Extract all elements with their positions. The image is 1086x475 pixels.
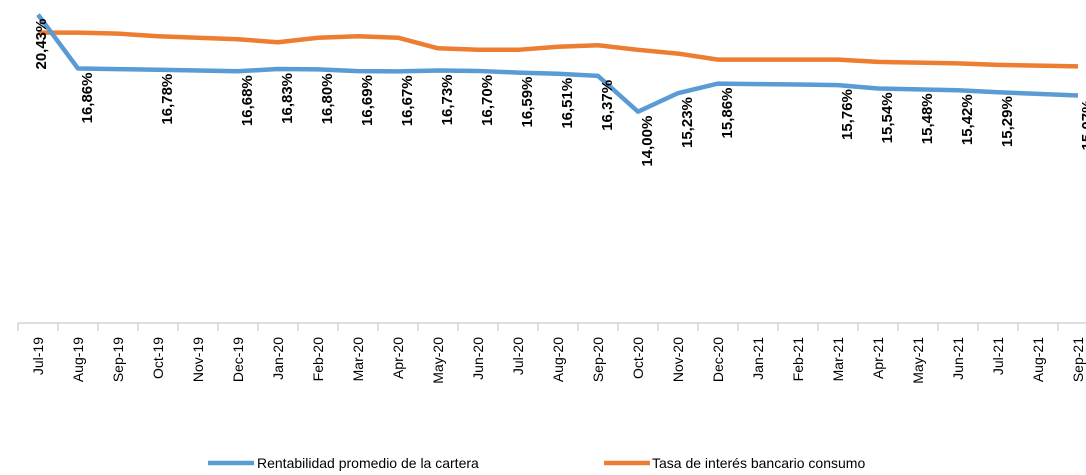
data-label: 15,07%	[1079, 100, 1086, 151]
x-tick-label: May-21	[910, 337, 926, 384]
data-label: 16,70%	[479, 75, 496, 126]
data-label: 15,29%	[999, 96, 1016, 147]
x-tick-label: Jul-21	[990, 337, 1006, 375]
data-label: 15,23%	[679, 97, 696, 148]
x-tick-label: Nov-20	[670, 337, 686, 382]
series-line	[36, 13, 1079, 114]
data-label: 15,76%	[839, 89, 856, 140]
data-label: 16,86%	[79, 73, 96, 124]
x-tick-label: Jul-19	[30, 337, 46, 375]
data-label: 16,83%	[279, 73, 296, 124]
data-label: 15,86%	[719, 88, 736, 139]
data-label: 16,80%	[319, 73, 336, 124]
x-tick-label: Jul-20	[510, 337, 526, 375]
series-line	[38, 30, 1079, 69]
data-label: 16,37%	[599, 80, 616, 131]
x-tick-label: Sep-19	[110, 337, 126, 382]
data-label: 15,42%	[959, 94, 976, 145]
data-label: 16,67%	[399, 75, 416, 126]
x-tick-label: Apr-20	[390, 337, 406, 379]
x-tick-label: Aug-19	[70, 337, 86, 382]
x-tick-label: Jun-20	[470, 337, 486, 380]
x-tick-label: May-20	[430, 337, 446, 384]
legend-label: Tasa de interés bancario consumo	[652, 455, 865, 471]
data-label: 16,59%	[519, 77, 536, 128]
x-tick-label: Dec-20	[710, 337, 726, 382]
x-tick-label: Mar-21	[830, 337, 846, 382]
x-tick-label: Aug-21	[1030, 337, 1046, 382]
data-label: 15,54%	[879, 92, 896, 143]
x-tick-label: Nov-19	[190, 337, 206, 382]
x-tick-label: Aug-20	[550, 337, 566, 382]
x-tick-label: Sep-21	[1070, 337, 1086, 382]
data-label: 20,43%	[33, 19, 50, 70]
data-label: 16,51%	[559, 78, 576, 129]
x-tick-label: Jan-20	[270, 337, 286, 380]
x-tick-label: Jun-21	[950, 337, 966, 380]
legend-label: Rentabilidad promedio de la cartera	[257, 455, 479, 471]
data-label: 15,48%	[919, 93, 936, 144]
x-tick-label: Jan-21	[750, 337, 766, 380]
data-label: 16,69%	[359, 75, 376, 126]
data-label: 16,78%	[159, 74, 176, 125]
x-tick-label: Feb-21	[790, 337, 806, 382]
data-label: 14,00%	[639, 116, 656, 167]
x-tick-label: Mar-20	[350, 337, 366, 382]
x-tick-label: Sep-20	[590, 337, 606, 382]
data-label: 16,73%	[439, 74, 456, 125]
x-tick-label: Oct-19	[150, 337, 166, 379]
x-tick-label: Dec-19	[230, 337, 246, 382]
x-tick-label: Apr-21	[870, 337, 886, 379]
x-tick-label: Feb-20	[310, 337, 326, 382]
data-label: 16,68%	[239, 75, 256, 126]
x-tick-label: Oct-20	[630, 337, 646, 379]
